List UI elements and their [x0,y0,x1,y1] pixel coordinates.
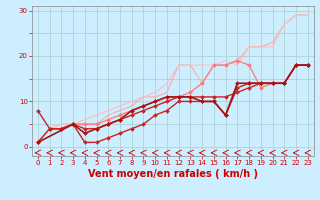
X-axis label: Vent moyen/en rafales ( km/h ): Vent moyen/en rafales ( km/h ) [88,169,258,179]
